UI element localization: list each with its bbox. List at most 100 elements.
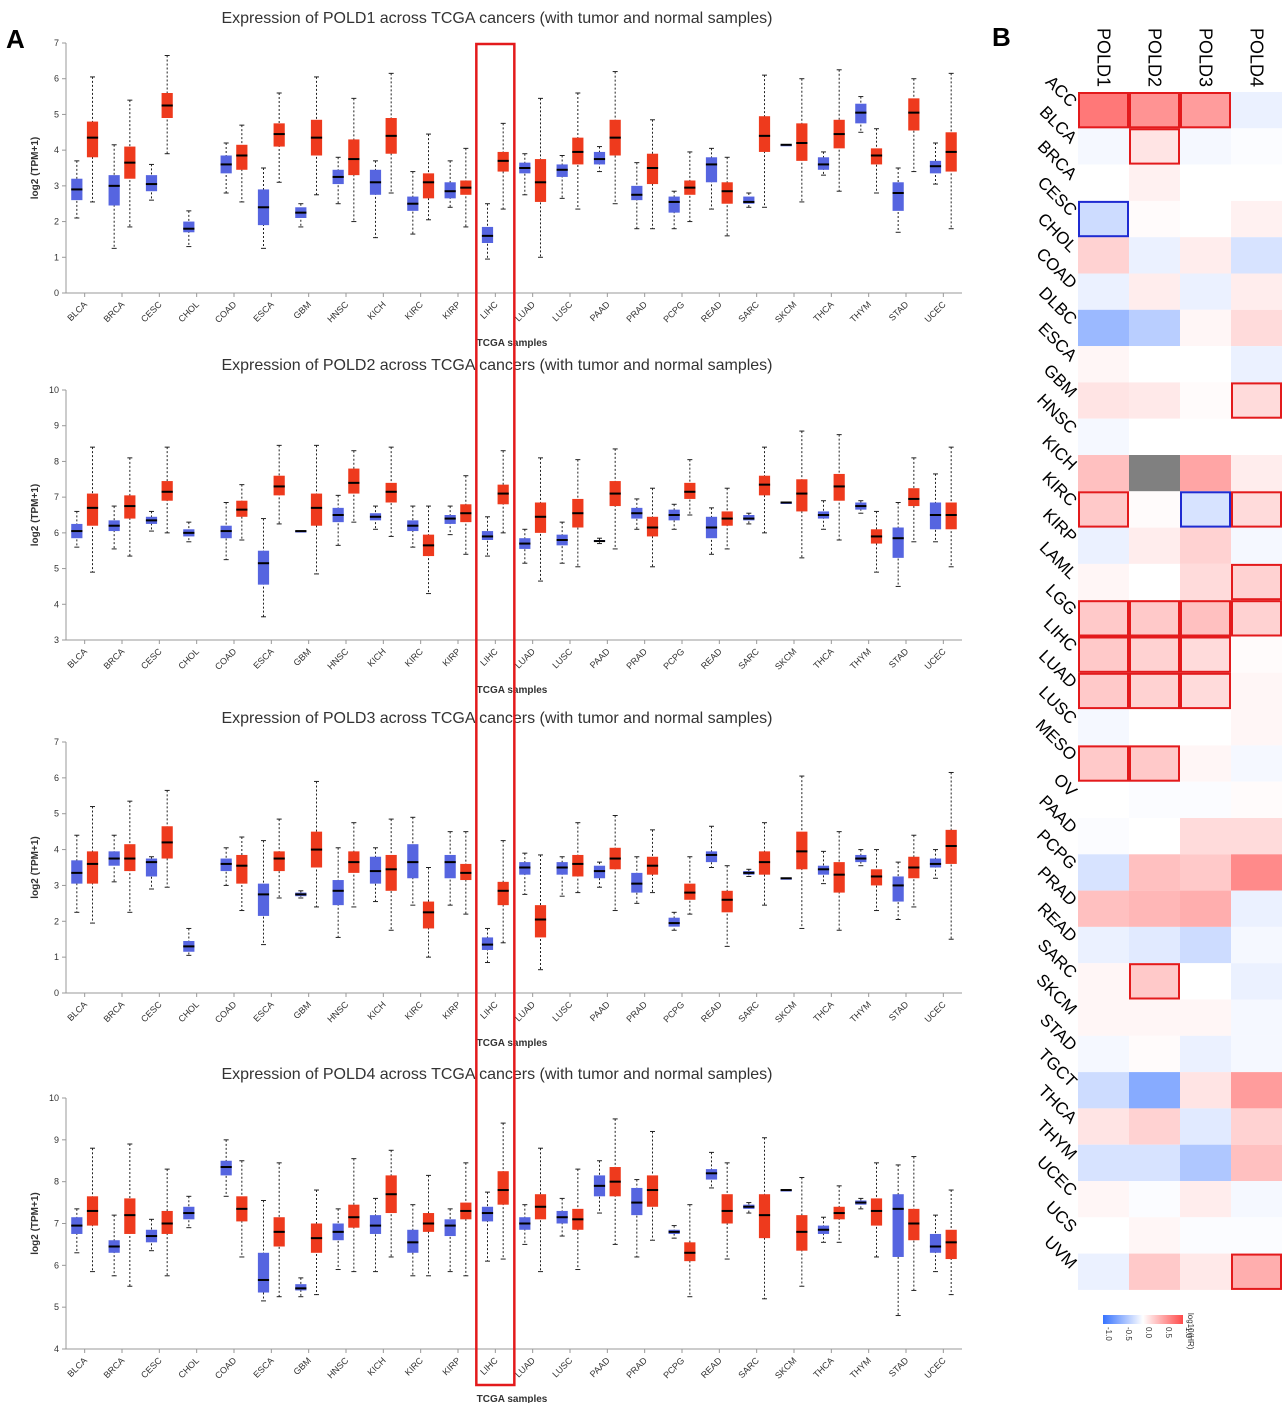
box-iqr bbox=[721, 890, 733, 913]
heatmap-cell bbox=[1078, 455, 1129, 492]
heatmap-cell bbox=[1180, 200, 1231, 238]
x-tick-label: LUSC bbox=[550, 646, 574, 670]
box-iqr bbox=[945, 1229, 957, 1260]
heatmap-cell bbox=[1180, 745, 1231, 782]
heatmap-cell bbox=[1129, 128, 1180, 165]
box-normal-stad bbox=[892, 861, 904, 920]
heatmap-cell bbox=[1180, 926, 1231, 964]
x-tick-label: LIHC bbox=[478, 299, 500, 321]
box-tumor-cesc bbox=[161, 55, 173, 155]
box-tumor-hnsc bbox=[348, 822, 360, 908]
box-tumor-brca bbox=[124, 800, 136, 913]
heatmap-cell bbox=[1180, 491, 1231, 528]
box-normal-luad bbox=[519, 528, 531, 564]
box-tumor-read bbox=[721, 1162, 733, 1260]
box-iqr bbox=[908, 488, 920, 507]
heatmap-cell bbox=[1078, 1072, 1129, 1109]
box-normal-chol bbox=[183, 927, 195, 956]
x-tick-label: BRCA bbox=[102, 1355, 127, 1380]
x-tick-label: SKCM bbox=[773, 646, 798, 671]
box-tumor-gbm bbox=[310, 780, 323, 908]
heatmap-cell bbox=[1129, 1253, 1180, 1290]
box-normal-cesc bbox=[145, 856, 158, 890]
box-tumor-luad bbox=[534, 97, 547, 258]
x-tick-label: LIHC bbox=[478, 1355, 500, 1377]
y-tick-label: 6 bbox=[54, 773, 59, 783]
box-tumor-sarc bbox=[758, 1137, 771, 1300]
box-tumor-lusc bbox=[572, 92, 584, 210]
box-normal-thca bbox=[817, 1216, 830, 1243]
heatmap-cell bbox=[1231, 1035, 1282, 1073]
box-iqr bbox=[631, 185, 643, 201]
x-tick-label: STAD bbox=[887, 1355, 911, 1379]
heatmap-cell bbox=[1078, 963, 1129, 1000]
heatmap-cell bbox=[1129, 999, 1180, 1036]
heatmap-cell bbox=[1180, 273, 1231, 310]
x-tick-label: CHOL bbox=[176, 646, 201, 671]
boxplot-panel-1: Expression of POLD1 across TCGA cancers … bbox=[30, 10, 962, 349]
y-tick-label: 2 bbox=[54, 217, 59, 227]
box-normal-kirp bbox=[444, 1208, 456, 1273]
box-normal-hnsc bbox=[332, 494, 344, 546]
x-tick-label: READ bbox=[699, 999, 724, 1024]
x-tick-label: KIRP bbox=[440, 1355, 462, 1377]
heatmap-cell bbox=[1078, 273, 1129, 310]
box-normal-kirc bbox=[407, 171, 419, 235]
box-iqr bbox=[273, 851, 285, 872]
y-tick-label: 5 bbox=[54, 1302, 59, 1312]
significant-positive-outline bbox=[1129, 963, 1180, 1000]
box-normal-blca bbox=[71, 1208, 83, 1254]
significant-negative-outline bbox=[1078, 200, 1129, 238]
y-tick-label: 9 bbox=[54, 421, 59, 431]
box-iqr bbox=[796, 479, 808, 512]
significant-positive-outline bbox=[1231, 600, 1282, 637]
box-tumor-lihc bbox=[497, 1122, 509, 1260]
x-tick-label: HNSC bbox=[325, 299, 350, 324]
y-tick-label: 10 bbox=[49, 1093, 59, 1103]
x-tick-label: ESCA bbox=[251, 999, 275, 1023]
y-tick-label: 5 bbox=[54, 109, 59, 119]
box-normal-chol bbox=[183, 1195, 195, 1229]
box-tumor-paad bbox=[609, 448, 621, 550]
box-normal-esca bbox=[257, 840, 270, 946]
legend-tick-label: -1.0 bbox=[1104, 1327, 1113, 1341]
y-tick-label: 6 bbox=[54, 1260, 59, 1270]
box-normal-luad bbox=[519, 1204, 531, 1245]
x-tick-label: KIRC bbox=[403, 999, 426, 1022]
box-iqr bbox=[908, 98, 920, 131]
box-iqr bbox=[743, 196, 755, 204]
box-tumor-sarc bbox=[758, 822, 771, 906]
x-tick-label: HNSC bbox=[325, 646, 350, 671]
x-tick-label: PAAD bbox=[588, 1355, 612, 1379]
box-iqr bbox=[183, 221, 195, 233]
y-axis-label: log2 (TPM+1) bbox=[30, 836, 41, 899]
box-normal-brca bbox=[108, 144, 120, 249]
x-tick-label: BRCA bbox=[102, 299, 127, 324]
box-tumor-kirc bbox=[422, 133, 435, 221]
heatmap-cell bbox=[1231, 963, 1282, 1000]
box-normal-paad bbox=[593, 861, 606, 888]
box-tumor-stad bbox=[908, 457, 920, 543]
box-tumor-lusc bbox=[572, 822, 584, 894]
x-tick-label: UCEC bbox=[923, 299, 948, 324]
box-normal-brca bbox=[108, 834, 120, 883]
x-tick-label: SKCM bbox=[773, 299, 798, 324]
heatmap-cell bbox=[1129, 273, 1180, 310]
box-normal-prad bbox=[631, 162, 643, 230]
box-iqr bbox=[668, 196, 680, 213]
x-tick-label: KIRP bbox=[440, 299, 462, 321]
x-tick-label: LUAD bbox=[513, 646, 537, 670]
heatmap-cell bbox=[1180, 963, 1231, 1000]
significant-positive-outline bbox=[1129, 600, 1180, 637]
y-tick-label: 4 bbox=[54, 599, 59, 609]
significant-positive-outline bbox=[1078, 491, 1129, 528]
heatmap-row-label: KICH bbox=[1038, 432, 1080, 474]
x-tick-label: THCA bbox=[811, 1355, 835, 1379]
x-tick-label: COAD bbox=[213, 999, 239, 1025]
box-tumor-pcpg bbox=[684, 1204, 696, 1298]
box-tumor-kirc bbox=[422, 867, 435, 958]
box-normal-ucec bbox=[929, 1214, 942, 1273]
x-tick-label: CHOL bbox=[176, 1355, 201, 1380]
heatmap-cell bbox=[1129, 854, 1180, 891]
